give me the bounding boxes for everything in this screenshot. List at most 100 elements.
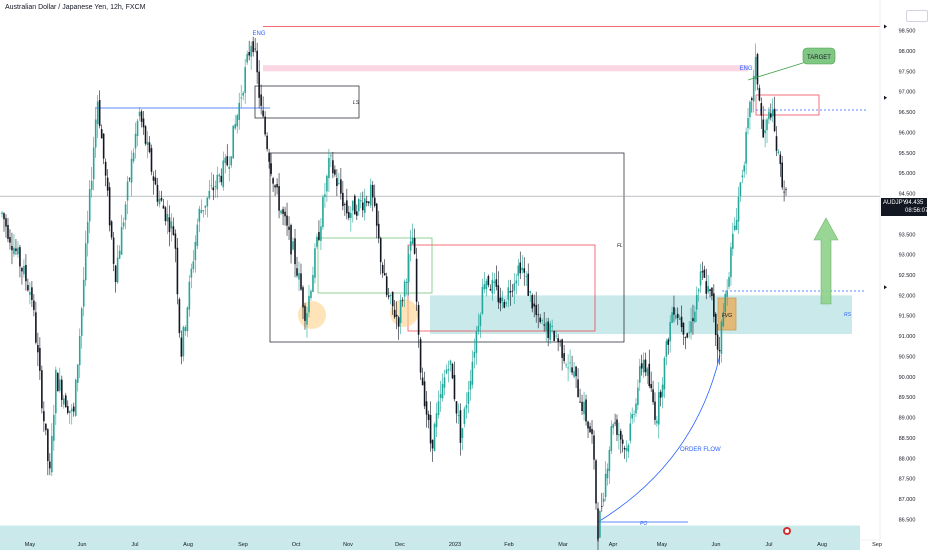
candle-body (124, 204, 127, 221)
candle-body (743, 165, 746, 172)
candle-body (146, 141, 149, 145)
candle-body (529, 291, 532, 293)
candle-body (156, 184, 159, 202)
candle-body (192, 261, 195, 270)
candle-body (475, 331, 478, 353)
candle-body (762, 119, 765, 138)
candle-body (206, 197, 209, 207)
time-axis-tick: May (657, 542, 668, 548)
candle-body (346, 200, 348, 214)
candle-body (60, 379, 63, 401)
candle-body (72, 406, 75, 412)
candle-body (250, 45, 252, 57)
candle-body (397, 317, 400, 327)
candle-body (469, 380, 472, 390)
candle-body (583, 401, 585, 415)
candle-body (779, 154, 782, 165)
candle-body (399, 299, 402, 323)
candle-body (756, 54, 759, 85)
candle-body (379, 238, 382, 263)
candle-body (162, 205, 165, 209)
candle-body (92, 147, 95, 180)
candle-body (439, 394, 442, 399)
candle-body (88, 189, 91, 222)
candle-body (25, 264, 27, 282)
supply-zone (263, 65, 748, 72)
price-axis-tick: 89.000 (899, 416, 916, 422)
candle-body (322, 197, 324, 228)
candle-body (781, 162, 784, 188)
candle-body (41, 370, 43, 409)
candle-body (236, 115, 239, 127)
candle-body (709, 289, 711, 292)
candle-body (306, 312, 308, 325)
candle-body (11, 245, 13, 251)
candle-body (539, 317, 541, 323)
chart-settings-button[interactable] (906, 10, 928, 22)
candle-body (509, 291, 512, 293)
candle-body (246, 53, 248, 63)
candle-body (640, 363, 643, 369)
candle-body (775, 136, 778, 151)
candle-body (600, 506, 603, 507)
time-axis-tick: Sep (238, 542, 248, 548)
candle-body (485, 280, 488, 289)
time-axis-tick: Aug (817, 542, 827, 548)
po-label: PO (640, 521, 647, 527)
candle-body (690, 321, 692, 333)
candle-body (238, 102, 241, 120)
candle-body (457, 414, 460, 416)
candle-body (720, 321, 723, 354)
candle-body (595, 460, 597, 504)
candle-body (519, 262, 522, 274)
candle-body (732, 233, 734, 249)
candle-body (407, 254, 410, 283)
time-axis-tick: Jul (765, 542, 772, 548)
candle-body (176, 247, 179, 295)
price-axis-tick: 97.000 (899, 90, 916, 96)
candle-body (507, 287, 510, 300)
candle-body (699, 271, 702, 286)
rs-label: RS (844, 312, 852, 318)
price-axis-tick: 92.000 (899, 293, 916, 299)
candle-body (320, 226, 322, 241)
candle-body (90, 180, 93, 190)
candle-body (515, 280, 518, 284)
candle-body (55, 369, 57, 414)
candle-body (190, 268, 193, 278)
candle-body (148, 142, 151, 153)
price-axis-tick: 88.000 (899, 456, 916, 462)
candle-body (182, 326, 185, 357)
candle-body (714, 313, 717, 336)
candle-body (597, 508, 599, 542)
candle-body (405, 281, 408, 283)
candle-body (557, 338, 559, 342)
candle-body (387, 295, 390, 297)
candle-body (569, 362, 571, 364)
price-axis-tick: 90.500 (899, 354, 916, 360)
candle-body (764, 130, 766, 134)
candle-body (599, 511, 601, 538)
price-axis-tick: 96.500 (899, 110, 916, 116)
candle-body (308, 295, 310, 313)
candle-body (389, 295, 392, 296)
price-axis-tick: 88.500 (899, 436, 916, 442)
time-axis-tick: May (25, 542, 36, 548)
event-icon-inner (785, 529, 789, 533)
candle-body (220, 175, 223, 183)
candle-body (467, 391, 470, 404)
candle-body (487, 276, 490, 286)
price-axis-tick: 89.500 (899, 395, 916, 401)
ls-label: LS (353, 100, 360, 106)
ls-box (254, 85, 360, 119)
candle-body (473, 351, 476, 358)
time-axis-tick: Oct (292, 542, 301, 548)
candle-body (565, 364, 567, 366)
candle-body (70, 408, 73, 412)
candle-body (53, 414, 55, 441)
candle-body (395, 314, 398, 317)
candle-body (770, 113, 772, 118)
candle-body (385, 276, 388, 296)
